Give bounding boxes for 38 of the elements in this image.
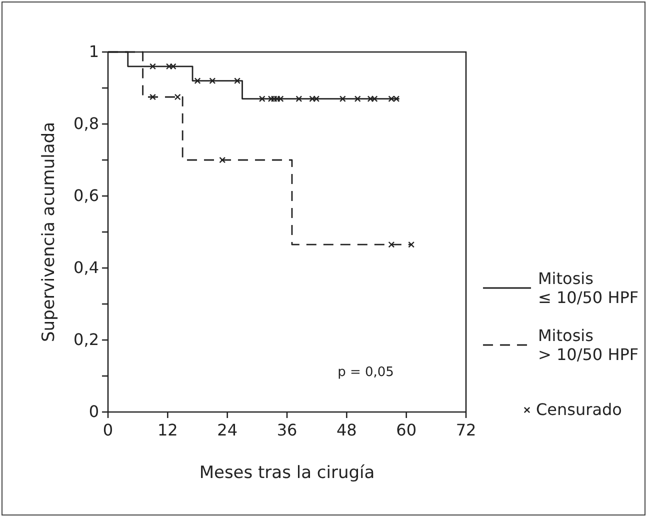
y-tick-label: 1 [88,42,99,62]
legend-label: Mitosis > 10/50 HPF [538,326,639,364]
y-tick-label: 0,8 [74,114,99,134]
y-tick-label: 0,4 [74,258,99,278]
point [313,96,320,102]
point [258,96,266,102]
annotation: p = 0,05 [338,365,394,380]
point [388,241,395,248]
x-tick-label: 36 [276,420,298,440]
point [209,78,216,84]
x-tick-label: 12 [157,420,178,440]
point [174,94,181,100]
x-tick-label: 24 [217,420,238,440]
point [354,96,361,102]
x-axis-title: Meses tras la cirugía [199,463,375,483]
point [150,94,156,100]
y-tick-label: 0 [88,402,99,422]
y-tick-label: 0,2 [74,330,99,350]
point [194,78,201,84]
point [408,241,415,248]
point [339,96,346,102]
point [170,63,176,70]
legend-label: Mitosis ≤ 10/50 HPF [538,269,639,308]
point [219,156,226,164]
x-tick-label: 0 [102,420,114,440]
y-tick-label: 0,6 [74,186,99,206]
point [166,63,172,70]
point [371,96,378,102]
legend-label: Censurado [536,400,622,419]
x-tick-label: 72 [456,420,476,440]
point [296,96,302,102]
x-tick-label: 60 [396,420,417,440]
x-tick-label: 48 [336,420,357,440]
point [367,96,374,102]
point [234,78,240,84]
point [150,63,156,70]
point [309,96,316,102]
y-axis-title: Supervivencia acumulada [39,122,59,342]
